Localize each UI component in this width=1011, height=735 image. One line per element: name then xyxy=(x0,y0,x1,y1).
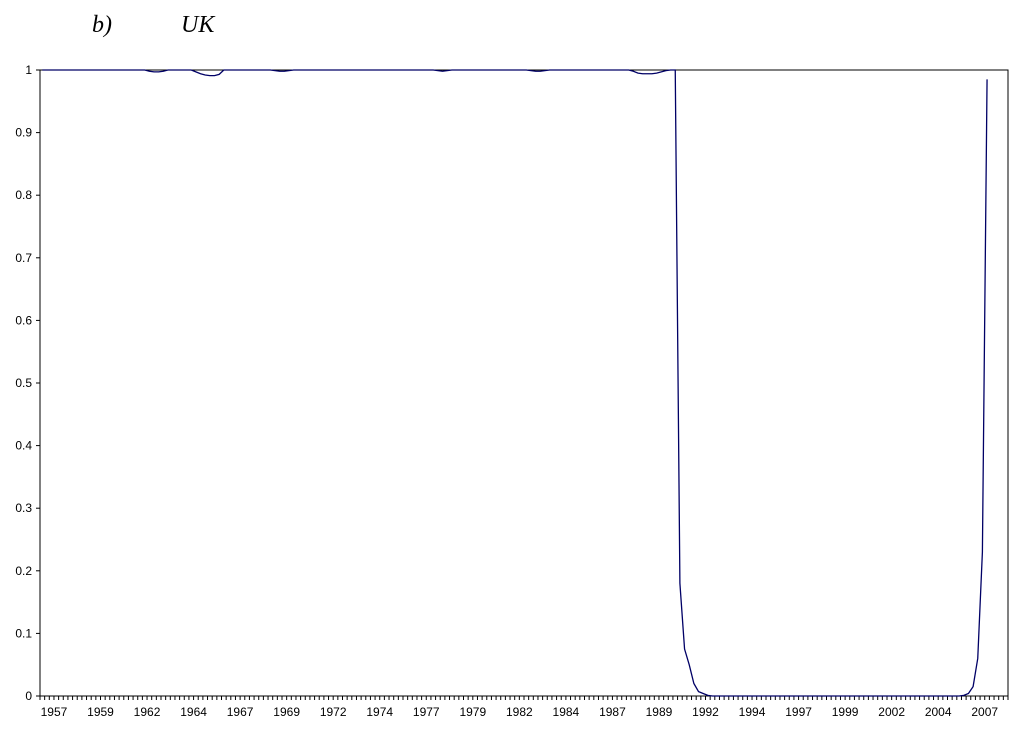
y-tick-label: 0.5 xyxy=(15,376,32,390)
x-tick-label: 1977 xyxy=(413,705,440,719)
x-tick-label: 1959 xyxy=(87,705,114,719)
x-tick-label: 1982 xyxy=(506,705,533,719)
y-tick-label: 0.4 xyxy=(15,439,32,453)
y-tick-label: 0.9 xyxy=(15,126,32,140)
x-tick-label: 1984 xyxy=(553,705,580,719)
y-tick-label: 0.3 xyxy=(15,501,32,515)
y-tick-label: 0.2 xyxy=(15,564,32,578)
x-tick-label: 1989 xyxy=(646,705,673,719)
x-tick-label: 1979 xyxy=(459,705,486,719)
chart-title: UK xyxy=(181,12,216,38)
x-tick-label: 1967 xyxy=(227,705,254,719)
x-tick-label: 1987 xyxy=(599,705,626,719)
x-tick-label: 1957 xyxy=(41,705,68,719)
x-tick-label: 1962 xyxy=(134,705,161,719)
x-tick-label: 1969 xyxy=(273,705,300,719)
x-tick-label: 1992 xyxy=(692,705,719,719)
y-tick-label: 0.7 xyxy=(15,251,32,265)
y-tick-label: 0.1 xyxy=(15,626,32,640)
y-tick-label: 0 xyxy=(25,689,32,703)
x-tick-label: 2007 xyxy=(971,705,998,719)
line-series xyxy=(42,69,988,697)
plot-frame xyxy=(39,69,1009,697)
x-tick-label: 2002 xyxy=(878,705,905,719)
x-tick-label: 1972 xyxy=(320,705,347,719)
x-tick-label: 1994 xyxy=(739,705,766,719)
x-tick-label: 1974 xyxy=(366,705,393,719)
x-tick-label: 1964 xyxy=(180,705,207,719)
x-tick-label: 1999 xyxy=(832,705,859,719)
y-tick-label: 0.6 xyxy=(15,313,32,327)
y-tick-label: 1 xyxy=(25,63,32,77)
x-tick-label: 1997 xyxy=(785,705,812,719)
y-tick-label: 0.8 xyxy=(15,188,32,202)
x-tick-label: 2004 xyxy=(925,705,952,719)
panel-label: b) xyxy=(92,12,112,38)
